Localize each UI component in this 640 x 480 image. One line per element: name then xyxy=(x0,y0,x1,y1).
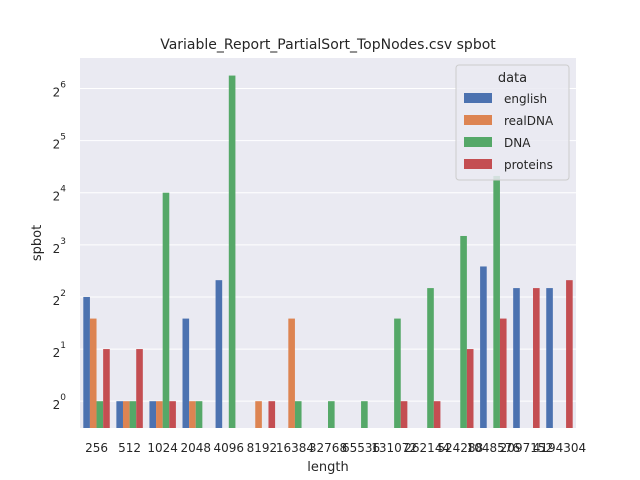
x-tick-label: 1024 xyxy=(147,441,178,455)
bar-english-4096 xyxy=(215,280,223,428)
legend-swatch-realDNA xyxy=(464,115,492,125)
y-tick-label: 22 xyxy=(53,289,66,308)
bar-realDNA-2048 xyxy=(189,401,196,428)
bar-english-2097152 xyxy=(513,288,520,428)
bar-DNA-512 xyxy=(129,401,137,428)
bars-group xyxy=(83,75,573,428)
bar-proteins-524288 xyxy=(466,349,474,428)
bar-proteins-131072 xyxy=(400,401,408,428)
bar-DNA-2048 xyxy=(195,401,203,428)
y-tick-label: 20 xyxy=(53,393,67,412)
bar-english-4194304 xyxy=(546,288,553,428)
x-tick-label: 16384 xyxy=(276,441,314,455)
y-tick-label: 26 xyxy=(53,80,67,99)
bar-proteins-1024 xyxy=(169,401,176,428)
bar-proteins-8192 xyxy=(268,401,276,428)
bar-DNA-256 xyxy=(96,401,104,428)
bar-english-1024 xyxy=(149,401,157,428)
bar-realDNA-16384 xyxy=(288,318,295,428)
legend-title: data xyxy=(498,71,527,86)
y-tick-label: 25 xyxy=(53,133,66,152)
bar-DNA-16384 xyxy=(294,401,302,428)
x-tick-label: 256 xyxy=(85,441,108,455)
bar-proteins-1048576 xyxy=(499,318,507,428)
x-tick-label: 65536 xyxy=(342,441,380,455)
bar-proteins-2097152 xyxy=(533,288,540,428)
x-tick-label: 1048576 xyxy=(467,441,520,455)
bar-proteins-4194304 xyxy=(566,280,573,428)
bar-english-2048 xyxy=(182,318,190,428)
bar-DNA-1048576 xyxy=(493,175,500,428)
legend-swatch-proteins xyxy=(464,159,492,169)
x-tick-label: 2048 xyxy=(180,441,211,455)
y-tick-label: 24 xyxy=(53,185,67,204)
x-tick-label: 4096 xyxy=(214,441,245,455)
bar-DNA-32768 xyxy=(328,401,335,428)
legend-label-DNA: DNA xyxy=(504,136,531,150)
bar-english-512 xyxy=(116,401,123,428)
legend-label-proteins: proteins xyxy=(504,158,553,172)
x-tick-label: 8192 xyxy=(247,441,278,455)
bar-DNA-131072 xyxy=(394,318,401,428)
x-tick-labels: 256 512 1024 2048 4096 8192163843276865536131… xyxy=(85,441,586,455)
bar-proteins-512 xyxy=(136,349,143,428)
bar-DNA-262144 xyxy=(427,288,434,428)
bar-DNA-524288 xyxy=(460,235,467,428)
legend-label-realDNA: realDNA xyxy=(504,114,554,128)
bar-realDNA-1024 xyxy=(156,401,163,428)
bar-proteins-256 xyxy=(103,349,110,428)
y-tick-label: 21 xyxy=(53,341,66,360)
bar-realDNA-256 xyxy=(89,318,97,428)
x-tick-label: 2097152 xyxy=(500,441,553,455)
bar-english-1048576 xyxy=(480,266,487,428)
x-axis-label: length xyxy=(307,460,348,475)
bar-DNA-4096 xyxy=(228,75,236,428)
x-tick-label: 512 xyxy=(118,441,141,455)
legend-items: english realDNA DNA proteins xyxy=(464,92,554,172)
bar-realDNA-512 xyxy=(122,401,130,428)
bar-english-256 xyxy=(83,296,90,428)
legend: data english realDNA DNA proteins xyxy=(455,64,570,181)
bar-realDNA-8192 xyxy=(255,401,262,428)
legend-swatch-english xyxy=(464,93,492,103)
bar-proteins-262144 xyxy=(433,401,441,428)
bar-DNA-1024 xyxy=(162,192,170,428)
x-tick-label: 32768 xyxy=(309,441,347,455)
y-axis-label: spbot xyxy=(30,225,45,261)
bar-DNA-65536 xyxy=(361,401,368,428)
legend-swatch-DNA xyxy=(464,137,492,147)
x-tick-label: 262144 xyxy=(404,441,450,455)
chart-title: Variable_Report_PartialSort_TopNodes.csv… xyxy=(160,37,496,53)
x-tick-label: 4194304 xyxy=(533,441,586,455)
x-tick-label: 131072 xyxy=(371,441,417,455)
y-tick-label: 23 xyxy=(53,237,66,256)
y-tick-labels: 20 21 22 23 24 25 26 xyxy=(53,80,67,412)
x-tick-label: 524288 xyxy=(437,441,483,455)
legend-label-english: english xyxy=(504,92,547,106)
